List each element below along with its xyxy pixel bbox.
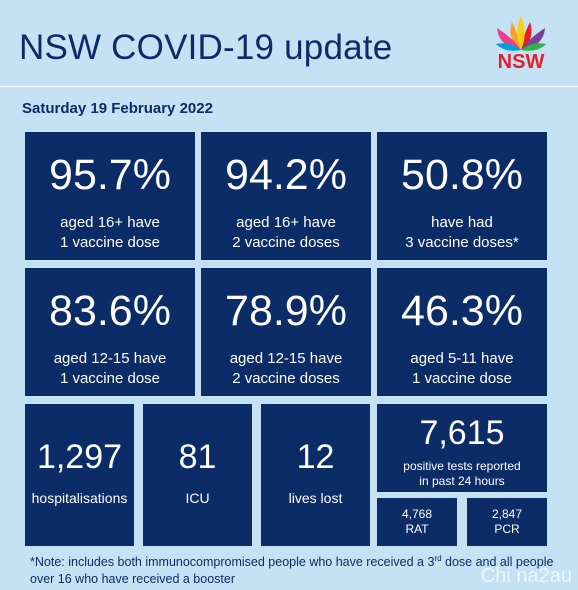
stat-box-12to15-dose2: 78.9% aged 12-15 have 2 vaccine doses	[201, 268, 371, 396]
stat-value: 1,297	[36, 438, 123, 476]
stat-value: 7,615	[419, 414, 505, 452]
stat-value: 4,768	[401, 507, 433, 521]
footnote-superscript: rd	[434, 554, 442, 563]
stat-label: RAT	[405, 522, 429, 536]
watermark: Chi na2au	[480, 565, 572, 587]
stat-label: ICU	[185, 490, 210, 506]
stat-label: hospitalisations	[31, 490, 128, 506]
stat-box-lives-lost: 12 lives lost	[261, 404, 370, 546]
stat-label-line2: 2 vaccine doses	[232, 370, 340, 388]
stat-label: PCR	[494, 522, 520, 536]
footnote-text: *Note: includes both immunocompromised p…	[30, 555, 435, 570]
stat-label-line1: have had	[431, 214, 493, 231]
stat-label-line2: 1 vaccine dose	[59, 234, 161, 252]
stat-label-line1: aged 12-15 have	[229, 350, 343, 367]
stat-box-12to15-dose1: 83.6% aged 12-15 have 1 vaccine dose	[25, 268, 195, 396]
footnote: *Note: includes both immunocompromised p…	[30, 554, 570, 588]
stat-value: 78.9%	[225, 287, 347, 335]
stat-value: 50.8%	[401, 151, 523, 199]
date-label: Saturday 19 February 2022	[22, 100, 213, 117]
stat-value: 95.7%	[49, 151, 171, 199]
stat-value: 2,847	[491, 507, 523, 521]
stat-box-hospitalisations: 1,297 hospitalisations	[25, 404, 134, 546]
stat-label-line1: aged 5-11 have	[410, 350, 514, 367]
stat-label-line1: aged 12-15 have	[53, 350, 167, 367]
stat-label-line2: 1 vaccine dose	[411, 370, 513, 388]
stat-label: lives lost	[288, 490, 343, 506]
divider	[0, 86, 578, 87]
footnote-text-end: dose and all people over 16 who have rec…	[30, 555, 554, 587]
waratah-icon	[496, 16, 546, 51]
stat-label-line2: in past 24 hours	[419, 474, 505, 488]
stat-label-line2: 1 vaccine dose	[59, 370, 161, 388]
stat-box-positive-tests: 7,615 positive tests reported in past 24…	[377, 404, 547, 492]
stat-box-5to11-dose1: 46.3% aged 5-11 have 1 vaccine dose	[377, 268, 547, 396]
stat-label-line1: positive tests reported	[403, 459, 521, 473]
stat-box-16plus-dose2: 94.2% aged 16+ have 2 vaccine doses	[201, 132, 371, 260]
stat-label-line1: aged 16+ have	[236, 214, 336, 231]
page-title: NSW COVID-19 update	[19, 28, 393, 67]
stat-value: 81	[178, 438, 217, 476]
stat-box-pcr: 2,847 PCR	[467, 498, 547, 546]
stat-box-16plus-dose1: 95.7% aged 16+ have 1 vaccine dose	[25, 132, 195, 260]
stat-value: 83.6%	[49, 287, 171, 335]
nsw-logo: NSW	[494, 14, 548, 74]
stat-label-line2: 2 vaccine doses	[232, 234, 340, 252]
stat-box-3-doses: 50.8% have had 3 vaccine doses*	[377, 132, 547, 260]
stat-value: 46.3%	[401, 287, 523, 335]
logo-text: NSW	[497, 51, 545, 73]
stat-label-line2: 3 vaccine doses*	[405, 234, 519, 252]
stat-box-rat: 4,768 RAT	[377, 498, 457, 546]
stat-box-icu: 81 ICU	[143, 404, 252, 546]
stat-label-line1: aged 16+ have	[60, 214, 160, 231]
stat-value: 12	[296, 438, 335, 476]
stat-value: 94.2%	[225, 151, 347, 199]
